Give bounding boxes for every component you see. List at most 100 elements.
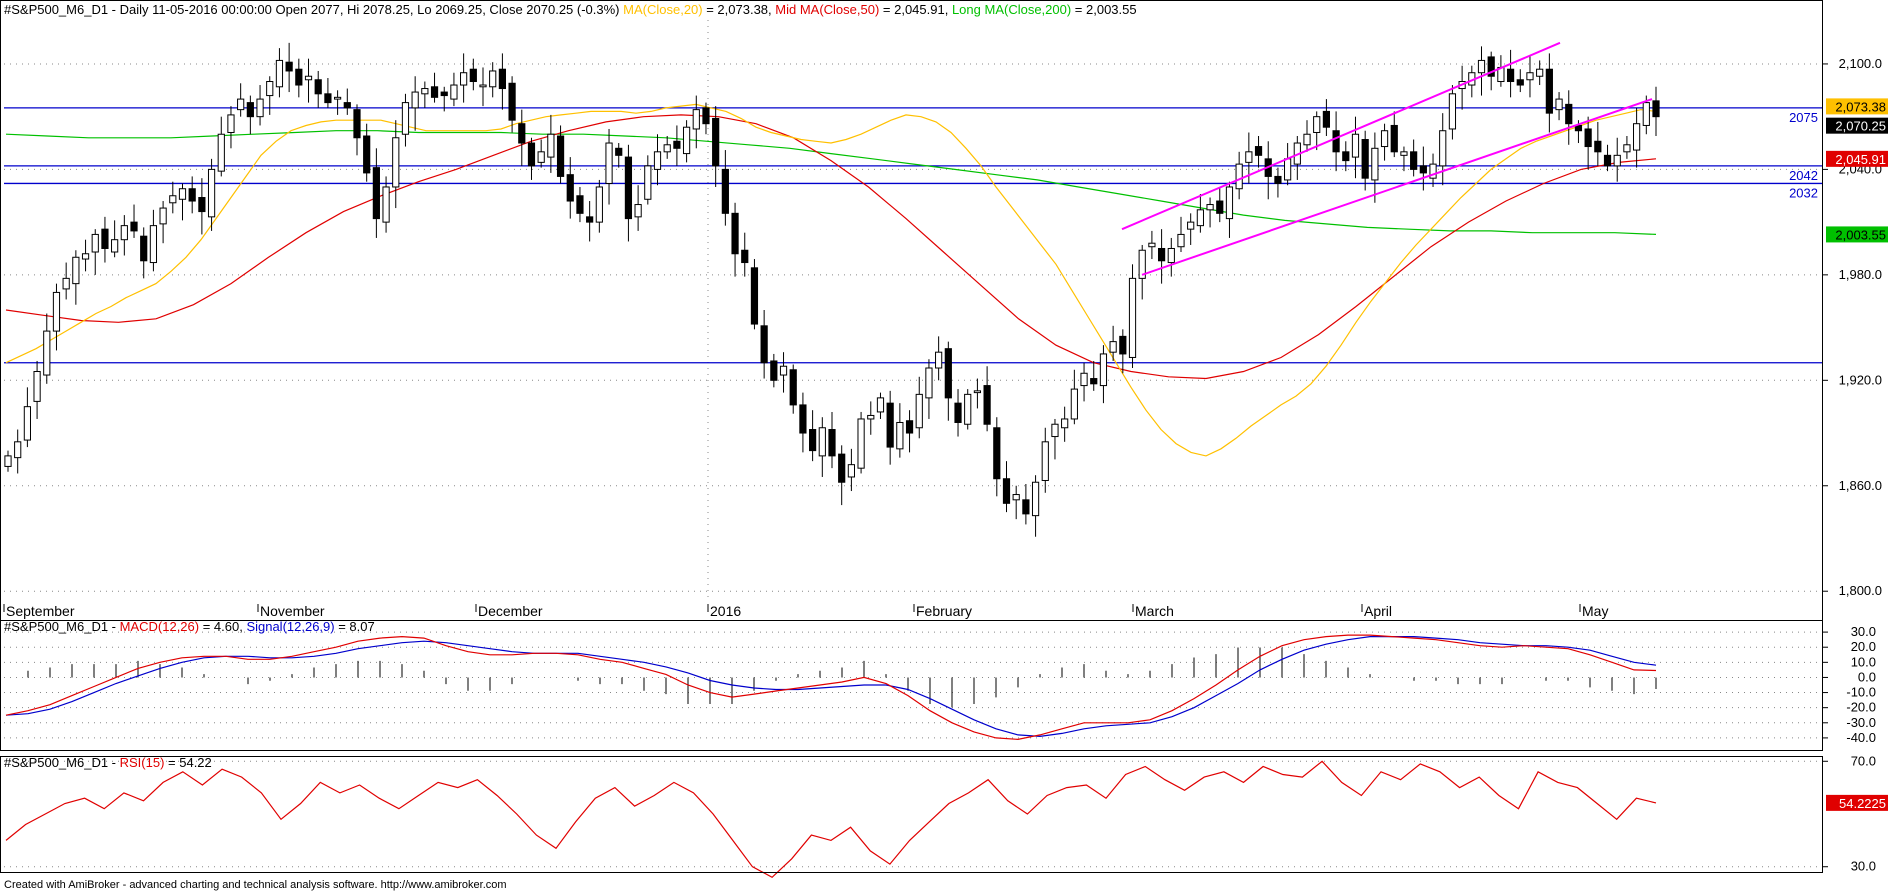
candle-up bbox=[1371, 147, 1379, 181]
x-tick-label: December bbox=[478, 603, 543, 619]
candle-up bbox=[1051, 423, 1059, 438]
x-tick-label: April bbox=[1364, 603, 1392, 619]
candle-down bbox=[363, 135, 371, 174]
candle-down bbox=[198, 197, 206, 213]
candle-down bbox=[1002, 478, 1011, 504]
candle-down bbox=[353, 109, 361, 139]
candle-up bbox=[450, 84, 458, 100]
candle-down bbox=[518, 123, 526, 144]
rsi-line bbox=[5, 760, 1657, 879]
candle-up bbox=[876, 397, 885, 413]
x-tick-label: February bbox=[916, 603, 972, 619]
candle-up bbox=[1031, 481, 1040, 517]
candle-down bbox=[130, 221, 138, 232]
candle-down bbox=[1216, 200, 1224, 214]
candle-down bbox=[1254, 146, 1263, 156]
rsi-header: #S&P500_M6_D1 - RSI(15) = 54.22 bbox=[4, 755, 212, 770]
candle-down bbox=[760, 325, 768, 364]
candle-down bbox=[789, 369, 797, 406]
candle-up bbox=[81, 253, 90, 260]
x-tick-label: November bbox=[260, 603, 325, 619]
candle-up bbox=[333, 96, 342, 100]
candle-down bbox=[886, 402, 894, 448]
candle-up bbox=[1041, 441, 1049, 481]
macd-y-tick-label: 30.0 bbox=[1851, 624, 1876, 639]
candle-down bbox=[1090, 378, 1098, 385]
horizontal-support-lines: 2075 2042 2032 bbox=[4, 107, 1822, 364]
candle-up bbox=[401, 102, 410, 135]
candle-up bbox=[1613, 154, 1621, 167]
footer-credit: Created with AmiBroker - advanced charti… bbox=[4, 879, 507, 891]
candle-down bbox=[246, 102, 254, 118]
candle-down bbox=[1274, 175, 1282, 184]
channel-upper-line bbox=[1121, 41, 1561, 231]
candle-down bbox=[324, 93, 332, 104]
candle-up bbox=[644, 165, 652, 200]
candle-up bbox=[1080, 372, 1088, 387]
candle-up bbox=[964, 393, 972, 425]
candle-up bbox=[4, 455, 12, 467]
candle-up bbox=[111, 239, 119, 253]
candle-down bbox=[702, 107, 710, 125]
price-badge-close bbox=[1826, 117, 1888, 134]
candle-up bbox=[1477, 59, 1486, 74]
price-badge-ma20 bbox=[1826, 98, 1888, 115]
candle-up bbox=[1429, 163, 1437, 179]
candle-up bbox=[227, 114, 235, 133]
candle-down bbox=[944, 348, 952, 399]
candle-up bbox=[23, 406, 31, 441]
candle-up bbox=[169, 195, 177, 204]
candle-up bbox=[266, 81, 274, 97]
candle-down bbox=[314, 79, 322, 95]
rsi-badge bbox=[1826, 794, 1888, 811]
candle-down bbox=[1410, 151, 1418, 170]
candle-down bbox=[1487, 56, 1495, 77]
candle-down bbox=[1419, 165, 1427, 174]
candle-down bbox=[1361, 139, 1369, 179]
candle-down bbox=[905, 420, 914, 434]
candle-up bbox=[1313, 116, 1321, 133]
candle-up bbox=[159, 207, 167, 225]
candle-up bbox=[120, 225, 128, 241]
price-badge-label-close: 2,070.25 bbox=[1835, 119, 1886, 134]
candle-up bbox=[1167, 247, 1175, 264]
candle-up bbox=[1109, 341, 1117, 353]
panel-frame bbox=[0, 620, 1823, 751]
candle-up bbox=[973, 390, 982, 394]
support-line-label: 2032 bbox=[1789, 185, 1818, 200]
candle-down bbox=[1390, 124, 1398, 153]
candle-up bbox=[896, 421, 904, 450]
candle-up bbox=[925, 367, 933, 399]
candle-down bbox=[721, 168, 729, 214]
candle-down bbox=[1652, 100, 1660, 118]
candle-down bbox=[140, 235, 148, 262]
candle-up bbox=[595, 186, 603, 223]
candlesticks bbox=[4, 42, 1660, 537]
candle-up bbox=[237, 98, 245, 111]
price-badge-label-ma20: 2,073.38 bbox=[1835, 99, 1886, 114]
rsi-y-tick-label: 30.0 bbox=[1851, 859, 1876, 874]
candle-up bbox=[867, 414, 875, 420]
x-tick-label: 2016 bbox=[710, 603, 741, 619]
candle-down bbox=[1342, 151, 1350, 162]
candle-down bbox=[1594, 140, 1602, 153]
candle-up bbox=[1448, 93, 1457, 130]
candle-down bbox=[188, 188, 196, 202]
candle-up bbox=[1225, 186, 1234, 220]
candle-down bbox=[440, 91, 448, 97]
x-tick-label: September bbox=[6, 603, 75, 619]
candle-down bbox=[1516, 79, 1524, 86]
macd-panel bbox=[4, 631, 1822, 741]
macd-y-tick-label: 0.0 bbox=[1858, 669, 1876, 684]
candle-up bbox=[857, 418, 865, 469]
candle-down bbox=[1584, 128, 1592, 148]
candle-up bbox=[33, 371, 41, 402]
candle-up bbox=[1555, 98, 1563, 111]
candle-up bbox=[634, 204, 642, 218]
ma200-line bbox=[5, 130, 1657, 235]
channel-lower-line bbox=[1141, 98, 1653, 276]
macd-y-tick-label: -10.0 bbox=[1846, 685, 1876, 700]
candle-down bbox=[673, 140, 681, 149]
y-tick-label: 1,800.0 bbox=[1839, 583, 1882, 598]
